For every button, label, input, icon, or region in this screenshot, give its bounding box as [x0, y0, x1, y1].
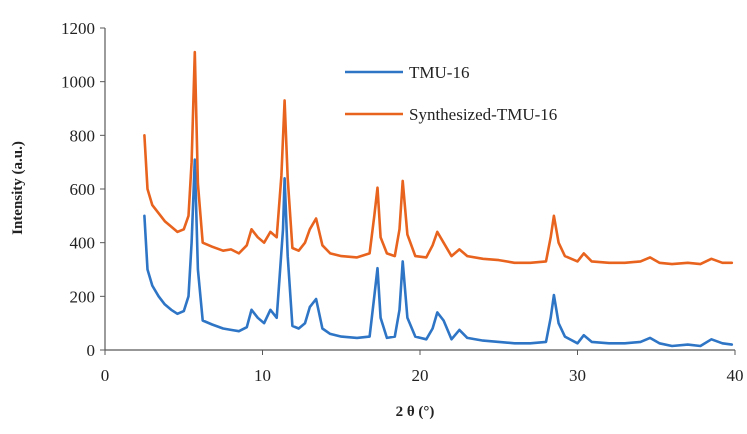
- x-tick-label: 20: [412, 366, 429, 385]
- y-tick-label: 600: [70, 180, 96, 199]
- x-axis-title: 2 θ (°): [396, 404, 435, 420]
- legend-label: Synthesized-TMU-16: [409, 105, 557, 124]
- y-tick-label: 0: [87, 341, 96, 360]
- x-tick-label: 0: [101, 366, 110, 385]
- y-tick-label: 1000: [61, 73, 95, 92]
- series-line-tmu-16: [143, 158, 734, 348]
- y-tick-label: 200: [70, 287, 96, 306]
- legend-label: TMU-16: [409, 63, 469, 82]
- x-tick-label: 30: [569, 366, 586, 385]
- y-tick-label: 400: [70, 234, 96, 253]
- x-tick-label: 40: [727, 366, 744, 385]
- y-axis-title: Intensity (a.u.): [10, 141, 26, 235]
- y-tick-label: 1200: [61, 19, 95, 38]
- legend: TMU-16 Synthesized-TMU-16: [345, 63, 557, 124]
- series-line-synthesized-tmu-16: [143, 50, 734, 266]
- series-layer: [143, 50, 734, 348]
- y-tick-label: 800: [70, 126, 96, 145]
- axes-layer: 0 200 400 600 800 1000 1200 0 10 20 30 40: [61, 19, 744, 385]
- x-tick-label: 10: [254, 366, 271, 385]
